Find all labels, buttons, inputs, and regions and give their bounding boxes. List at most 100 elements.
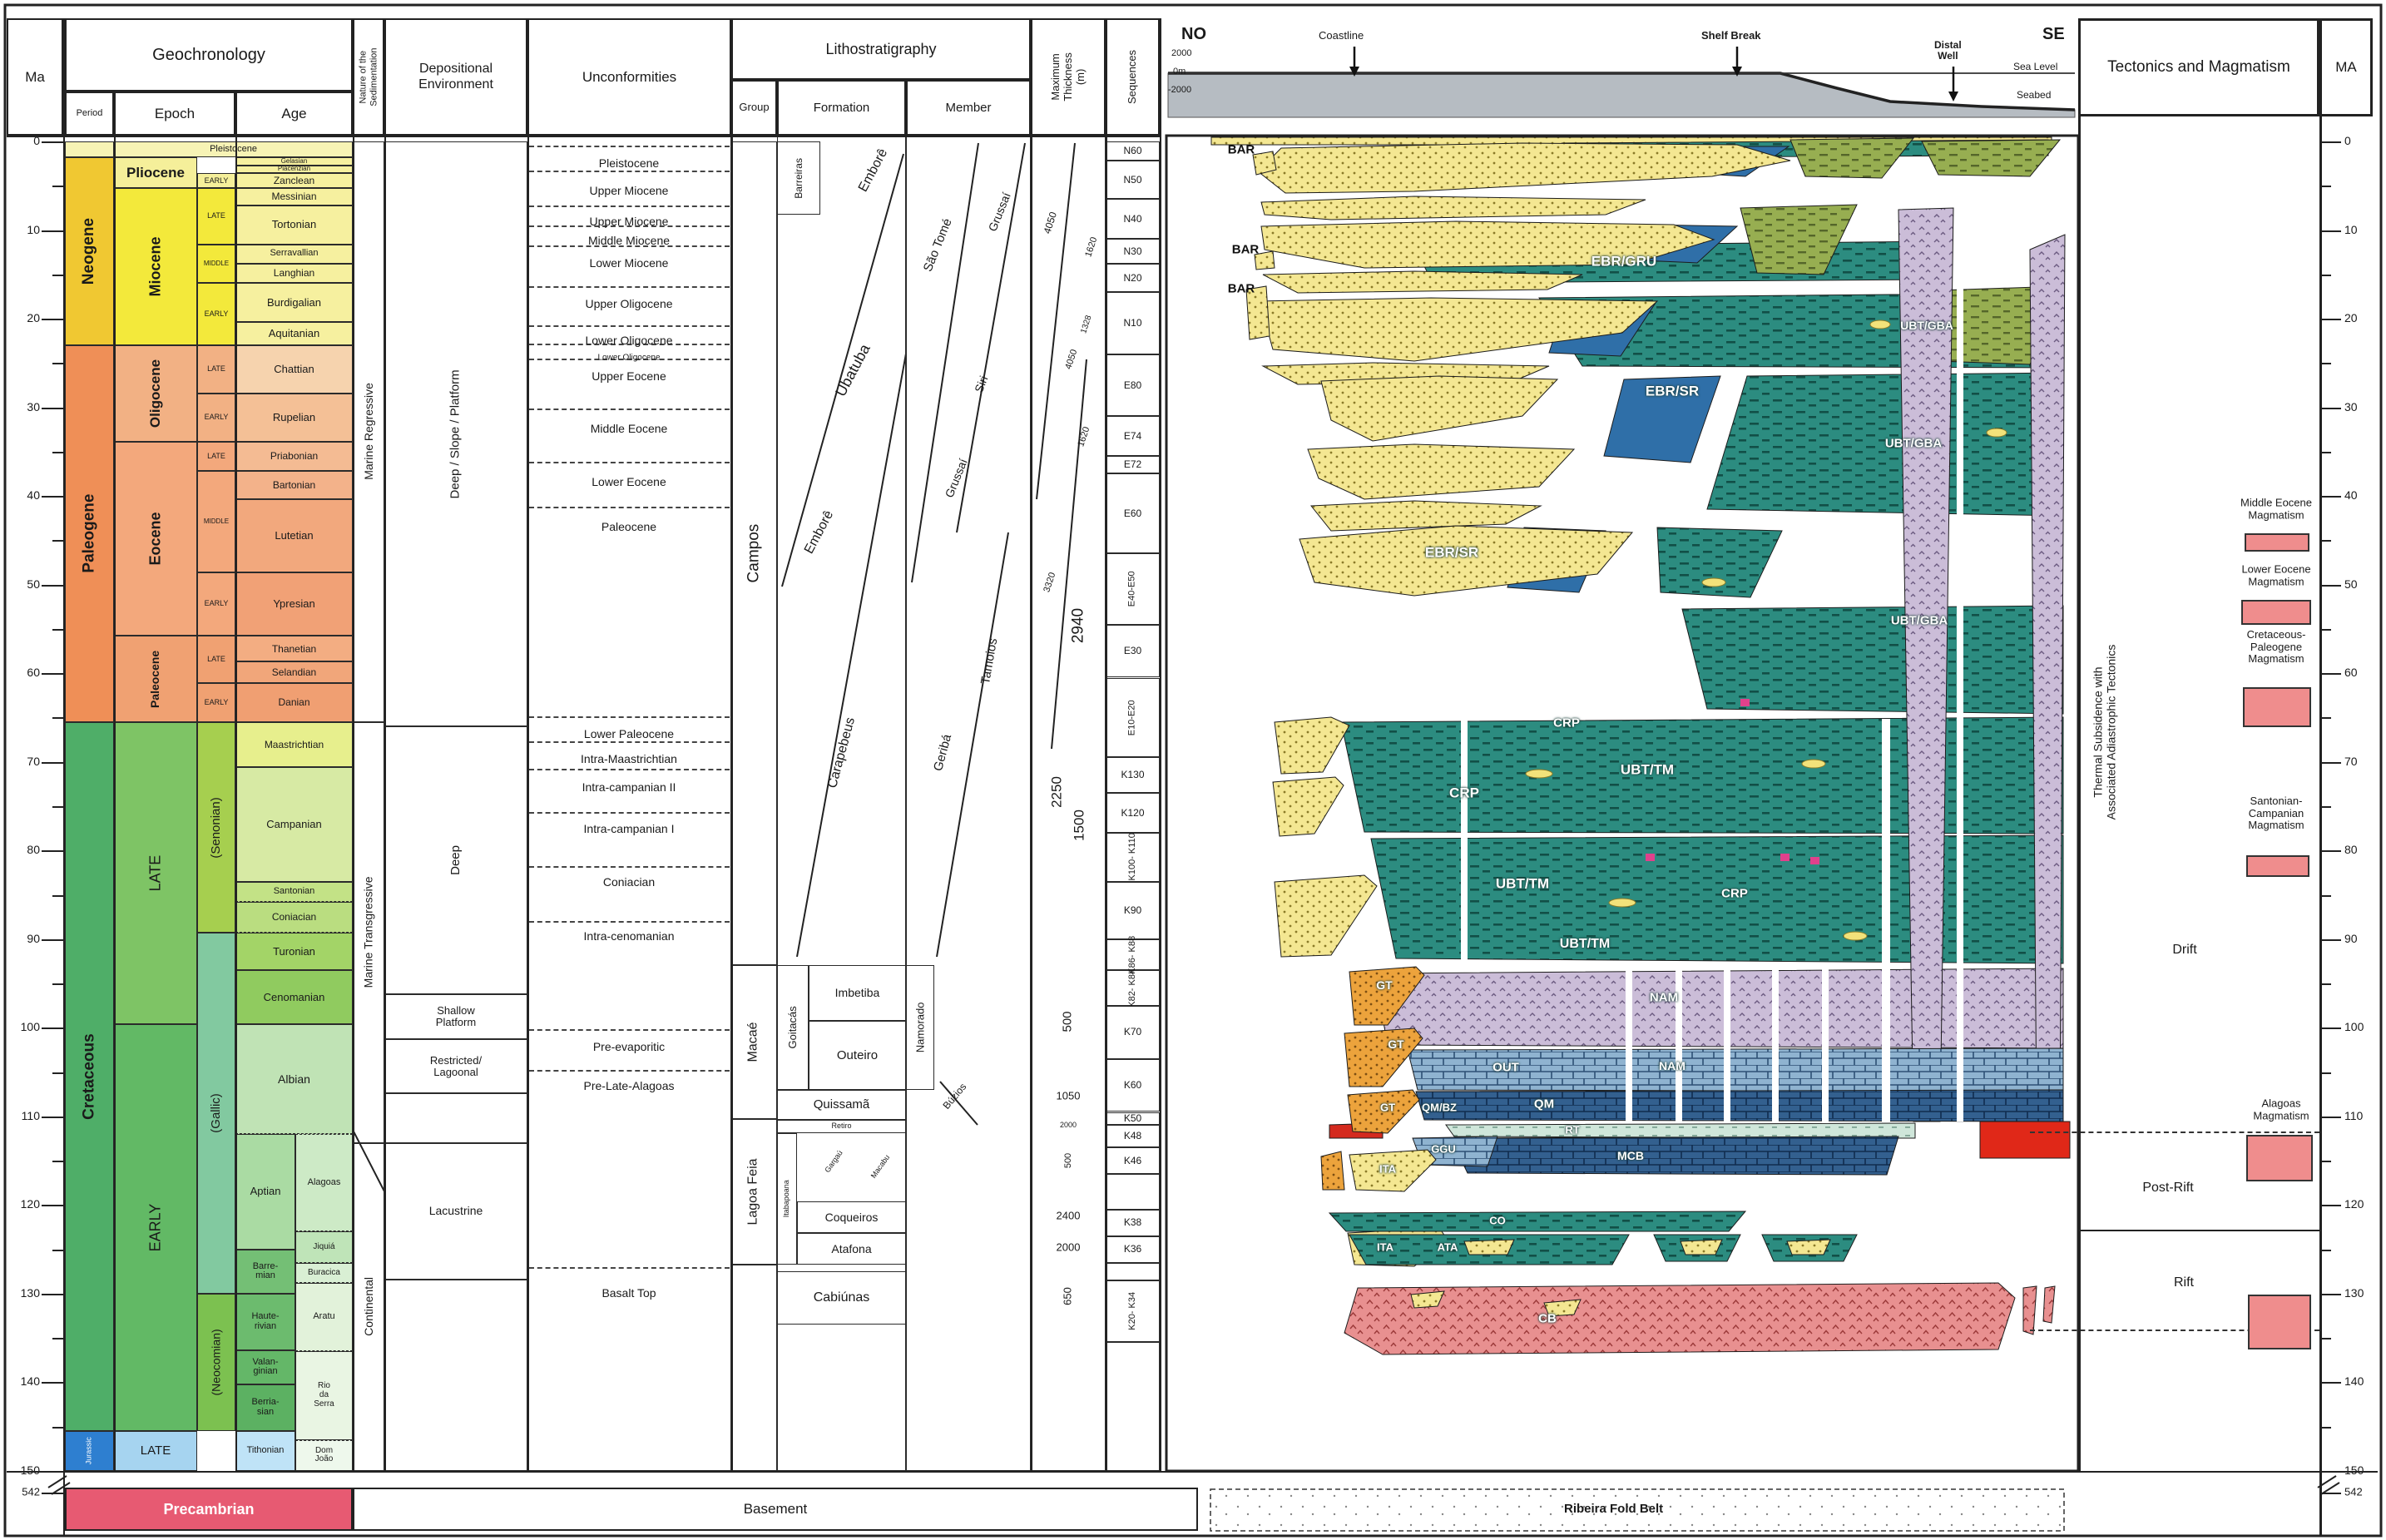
axis-major-label: 20 [2344, 311, 2358, 325]
header-nature: Nature of the Sedimentation [353, 18, 384, 136]
axis-minor-tick [2321, 1426, 2331, 1429]
axis-major-tick [2321, 407, 2341, 409]
header-unconformities: Unconformities [527, 18, 731, 136]
age-cell: Langhian [235, 264, 353, 284]
sequence-cell: K90 [1106, 881, 1160, 939]
axis-major-tick [2321, 1205, 2341, 1207]
unconformity-label: Upper Oligocene [585, 297, 673, 311]
magmatism-label: Lower Eocene Magmatism [2241, 562, 2311, 587]
thickness-value: 500 [1060, 1011, 1075, 1032]
section-unit-label: RT [1565, 1123, 1580, 1136]
subepoch-cell: (Gallic) [197, 933, 235, 1294]
axis-minor-tick [52, 540, 63, 542]
dep-env-cell [384, 1279, 527, 1471]
sequence-cell [1106, 1262, 1160, 1280]
section-unit-label: GT [1388, 1037, 1404, 1052]
axis-minor-tick [52, 717, 63, 720]
unconformity-label: Pre-Late-Alagoas [583, 1079, 675, 1093]
axis-major-label: 90 [2344, 931, 2358, 945]
axis-minor-tick [2321, 1338, 2331, 1340]
axis-minor-tick [52, 983, 63, 986]
axis-minor-tick [52, 1072, 63, 1074]
group-column-rest [731, 1264, 777, 1471]
age-cell: Santonian [235, 881, 353, 903]
dep-env-cell: Shallow Platform [384, 993, 527, 1040]
epoch-cell: Oligocene [114, 345, 197, 443]
ribeira-fold-belt-label: Ribeira Fold Belt [1564, 1502, 1664, 1516]
column-border [235, 92, 237, 1471]
unconformity-line [529, 225, 730, 228]
section-unit-label: UBT/GBA [1890, 613, 1948, 628]
sequence-cell: N10 [1106, 292, 1160, 354]
axis-major-tick [2321, 584, 2341, 587]
axis-major-tick [2321, 1027, 2341, 1030]
sequence-cell: K46 [1106, 1147, 1160, 1175]
ma-right-border [2319, 116, 2322, 1535]
axis-major-tick [2321, 319, 2341, 321]
dep-env-cell: Deep / Slope / Platform [384, 141, 527, 727]
header-ma-left: Ma [7, 18, 63, 136]
magmatism-label: Cretaceous- Paleogene Magmatism [2246, 628, 2306, 666]
axis-minor-tick [2321, 186, 2331, 188]
sequence-cell: N50 [1106, 161, 1160, 200]
magmatism-box [2246, 1135, 2313, 1181]
axis-major-label: 120 [20, 1197, 40, 1211]
unconformity-line [529, 343, 730, 345]
axis-major-label: 100 [20, 1020, 40, 1034]
section-unit-label: GGU [1431, 1142, 1456, 1156]
sequence-cell: N30 [1106, 239, 1160, 264]
basement-band: Basement [353, 1488, 1198, 1531]
sequence-cell: K70 [1106, 1005, 1160, 1059]
sequence-cell: K120 [1106, 792, 1160, 833]
section-unit-label: NAM [1649, 990, 1679, 1005]
axis-major-tick [42, 141, 63, 143]
formation-box: Goitacás [777, 965, 809, 1090]
age-cell: Ypresian [235, 572, 353, 636]
axis-major-tick [42, 1293, 63, 1295]
section-unit-label: BAR [1227, 281, 1255, 296]
section-unit-label: ATA [1437, 1240, 1458, 1254]
formation-box: Itabapoana [777, 1133, 797, 1265]
section-unit-label: ITA [1379, 1162, 1396, 1176]
row-border [7, 1471, 2378, 1473]
subepoch-cell: MIDDLE [197, 244, 235, 284]
axis-major-tick [2321, 938, 2341, 941]
profile-scale-neg2000: -2000 [1168, 85, 1192, 95]
axis-major-tick [2321, 1116, 2341, 1118]
sequence-cell: K100- K110 [1106, 832, 1160, 882]
axis-major-label: 0 [2344, 134, 2351, 148]
age-cell: Priabonian [235, 442, 353, 472]
period-cell: Cretaceous [65, 721, 114, 1431]
axis-minor-tick [2321, 1249, 2331, 1251]
unconformity-line [529, 1070, 730, 1072]
column-border [731, 18, 733, 1471]
epoch-cell: EARLY [114, 1024, 197, 1431]
axis-minor-tick [52, 628, 63, 631]
column-border [1031, 18, 1032, 1471]
header-dep-env: Depositional Environment [384, 18, 527, 136]
unconformity-line [529, 324, 730, 327]
age-cell: Serravallian [235, 244, 353, 264]
unconformity-line [529, 205, 730, 207]
unconformity-line [529, 866, 730, 869]
thickness-value: 2000 [1056, 1240, 1081, 1254]
header-member: Member [906, 80, 1031, 136]
sequence-cell: E30 [1106, 624, 1160, 678]
group-cell: Campos [731, 141, 777, 965]
section-unit-label: EBR/SR [1424, 544, 1479, 561]
section-unit-label: CRP [1721, 886, 1748, 901]
subepoch-cell: (Senonian) [197, 721, 235, 933]
column-border [384, 18, 386, 1471]
dep-env-cell: Deep [384, 726, 527, 994]
axis-major-label: 30 [27, 399, 40, 413]
unconformity-line [529, 171, 730, 173]
formation-box: Atafona [797, 1233, 906, 1265]
axis-major-label: 100 [2344, 1020, 2364, 1034]
section-unit-label: UBT/TM [1559, 937, 1611, 952]
profile-scale-2000: 2000 [1171, 48, 1192, 58]
axis-major-label: 150 [2344, 1463, 2378, 1478]
period-cell: Jurassic [65, 1431, 114, 1471]
sequence-cell: E72 [1106, 456, 1160, 474]
unconformity-line [529, 812, 730, 815]
axis-major-tick [42, 1116, 63, 1118]
